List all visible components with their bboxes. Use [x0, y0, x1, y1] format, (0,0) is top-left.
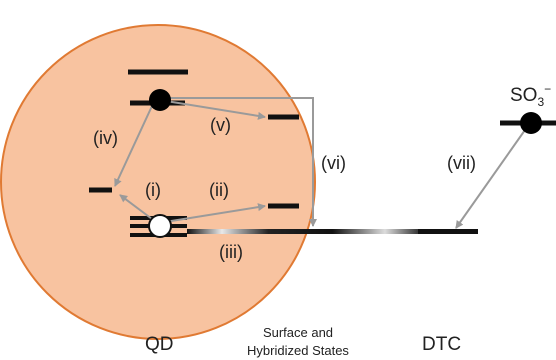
arrow-ii — [164, 203, 266, 223]
label-iv: (iv) — [93, 128, 118, 148]
arrow-vii — [455, 129, 526, 229]
label-i: (i) — [145, 180, 161, 200]
electron-marker — [149, 89, 171, 111]
label-vii: (vii) — [447, 153, 476, 173]
label-v: (v) — [210, 115, 231, 135]
footer-surface-line2: Hybridized States — [247, 343, 349, 358]
quantum-dot-circle — [0, 24, 316, 340]
hole-marker — [148, 214, 172, 238]
arrow-i — [119, 194, 153, 220]
so3-label: SO3− — [510, 82, 551, 109]
hybridized-band — [187, 229, 478, 234]
label-ii: (ii) — [209, 180, 229, 200]
arrow-iv — [114, 105, 153, 187]
footer-surface-line1: Surface and — [263, 325, 333, 340]
label-vi: (vi) — [321, 153, 346, 173]
footer-qd: QD — [145, 334, 174, 355]
so3-electron-marker — [520, 112, 542, 134]
arrow-v — [165, 100, 266, 120]
arrow-vi — [168, 97, 317, 227]
label-iii: (iii) — [219, 242, 243, 262]
footer-dtc: DTC — [422, 334, 461, 355]
